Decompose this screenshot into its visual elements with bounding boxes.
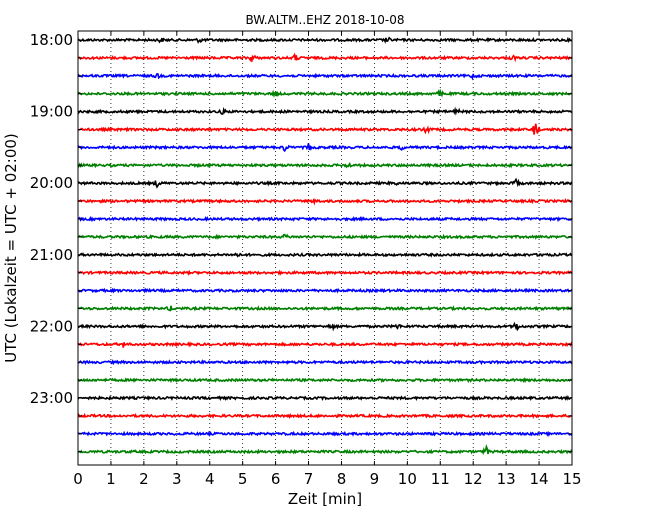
y-tick-label: 23:00 xyxy=(30,389,73,407)
trace-1915 xyxy=(77,123,573,135)
x-tick-label: 1 xyxy=(106,470,116,488)
x-axis-label: Zeit [min] xyxy=(288,490,362,508)
x-tick-label: 5 xyxy=(238,470,248,488)
trace-1800 xyxy=(77,36,573,44)
x-tick-label: 9 xyxy=(370,470,380,488)
trace-2315 xyxy=(77,412,573,420)
x-tick-label: 10 xyxy=(398,470,417,488)
x-tick-label: 12 xyxy=(464,470,483,488)
x-tick-label: 6 xyxy=(271,470,281,488)
trace-2145 xyxy=(77,305,573,312)
x-tick-label: 7 xyxy=(304,470,314,488)
y-tick-label: 20:00 xyxy=(30,174,73,192)
trace-1845 xyxy=(77,88,573,98)
trace-1930 xyxy=(77,143,573,153)
trace-2300 xyxy=(77,394,573,402)
trace-2200 xyxy=(77,321,573,332)
trace-2345 xyxy=(77,444,573,456)
y-tick-label: 19:00 xyxy=(30,103,73,121)
trace-1815 xyxy=(77,52,573,63)
trace-2115 xyxy=(77,269,573,276)
trace-1830 xyxy=(77,72,573,81)
x-tick-label: 4 xyxy=(205,470,215,488)
y-axis-ticks: 18:00 19:00 20:00 21:00 22:00 23:00 xyxy=(30,31,572,453)
y-axis-label: UTC (Lokalzeit = UTC + 02:00) xyxy=(2,133,20,363)
seismogram-traces xyxy=(77,36,573,456)
x-tick-label: 15 xyxy=(562,470,581,488)
trace-2030 xyxy=(77,215,573,223)
x-tick-label: 11 xyxy=(431,470,450,488)
trace-2330 xyxy=(77,430,573,438)
trace-2230 xyxy=(77,359,573,366)
x-tick-label: 3 xyxy=(172,470,182,488)
trace-2215 xyxy=(77,341,573,348)
plot-frame xyxy=(77,30,573,466)
y-tick-label: 21:00 xyxy=(30,246,73,264)
trace-1900 xyxy=(77,106,573,116)
x-tick-label: 0 xyxy=(73,470,83,488)
trace-1945 xyxy=(77,161,573,169)
trace-2100 xyxy=(77,251,573,258)
y-tick-label: 22:00 xyxy=(30,317,73,335)
x-tick-label: 2 xyxy=(139,470,149,488)
trace-2130 xyxy=(77,287,573,294)
trace-2245 xyxy=(77,376,573,384)
chart-title: BW.ALTM..EHZ 2018-10-08 xyxy=(245,13,404,27)
x-tick-label: 14 xyxy=(530,470,549,488)
x-tick-label: 8 xyxy=(337,470,347,488)
x-tick-label: 13 xyxy=(497,470,516,488)
trace-2045 xyxy=(77,233,573,240)
trace-2000 xyxy=(77,177,573,189)
trace-2015 xyxy=(77,198,573,206)
grid-lines xyxy=(110,31,540,465)
y-tick-label: 18:00 xyxy=(30,31,73,49)
x-axis-ticks: 0 1 2 3 4 5 6 7 8 9 10 11 12 13 14 15 xyxy=(73,31,582,488)
